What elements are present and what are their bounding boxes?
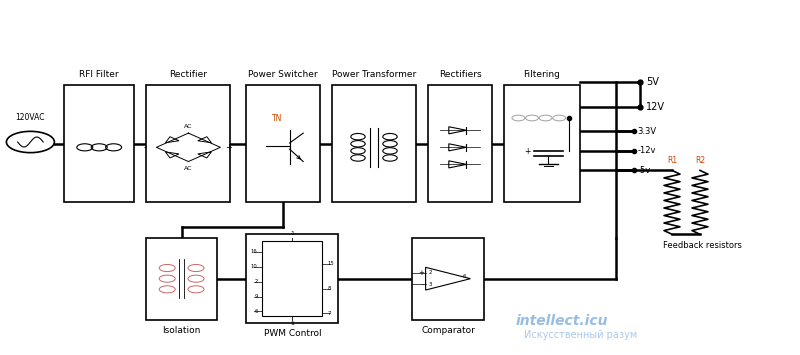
Text: R2: R2: [695, 156, 705, 165]
Bar: [504, 85, 580, 202]
Text: 7: 7: [327, 311, 330, 316]
Text: AC: AC: [184, 124, 193, 129]
Text: Power Transformer: Power Transformer: [332, 70, 416, 79]
Text: Rectifier: Rectifier: [170, 70, 207, 79]
Text: 6: 6: [462, 274, 466, 279]
Text: 5V: 5V: [646, 77, 659, 87]
Text: 2: 2: [429, 271, 432, 275]
Text: Comparator: Comparator: [421, 326, 475, 335]
Text: +: +: [225, 143, 232, 152]
Text: PWM Control: PWM Control: [263, 329, 322, 338]
Text: +: +: [418, 270, 424, 276]
Bar: [146, 238, 217, 320]
Text: +: +: [525, 147, 531, 156]
Text: Power Switcher: Power Switcher: [248, 70, 318, 79]
Text: 9: 9: [254, 294, 258, 299]
Text: -5v: -5v: [638, 166, 651, 175]
Text: 6: 6: [254, 309, 258, 314]
Text: -: -: [144, 143, 146, 152]
Text: AC: AC: [184, 166, 193, 171]
Text: 15: 15: [327, 261, 334, 266]
Bar: [262, 241, 322, 316]
Text: Isolation: Isolation: [162, 326, 201, 335]
Text: intellect.icu: intellect.icu: [516, 314, 609, 328]
Bar: [428, 85, 492, 202]
Text: -12v: -12v: [638, 146, 656, 155]
Text: -: -: [422, 282, 424, 287]
Bar: [332, 85, 416, 202]
Bar: [412, 238, 484, 320]
Text: Filtering: Filtering: [523, 70, 561, 79]
Text: 2: 2: [254, 279, 258, 284]
Text: Rectifiers: Rectifiers: [438, 70, 482, 79]
Bar: [246, 85, 320, 202]
Bar: [246, 234, 338, 323]
Text: R1: R1: [667, 156, 677, 165]
Text: 16: 16: [251, 249, 258, 254]
Text: 3.3V: 3.3V: [638, 127, 657, 136]
Text: TN: TN: [272, 114, 282, 123]
Bar: [64, 85, 134, 202]
Text: 10: 10: [251, 264, 258, 269]
Text: Искусственный разум: Искусственный разум: [524, 331, 638, 340]
Text: 1: 1: [290, 231, 294, 236]
Text: 3: 3: [429, 282, 432, 287]
Text: 1: 1: [290, 321, 294, 326]
Text: RFI Filter: RFI Filter: [79, 70, 119, 79]
Text: 120VAC: 120VAC: [16, 114, 45, 122]
Text: 8: 8: [327, 286, 330, 291]
Text: 12V: 12V: [646, 102, 666, 111]
Bar: [146, 85, 230, 202]
Text: Feedback resistors: Feedback resistors: [662, 241, 742, 250]
